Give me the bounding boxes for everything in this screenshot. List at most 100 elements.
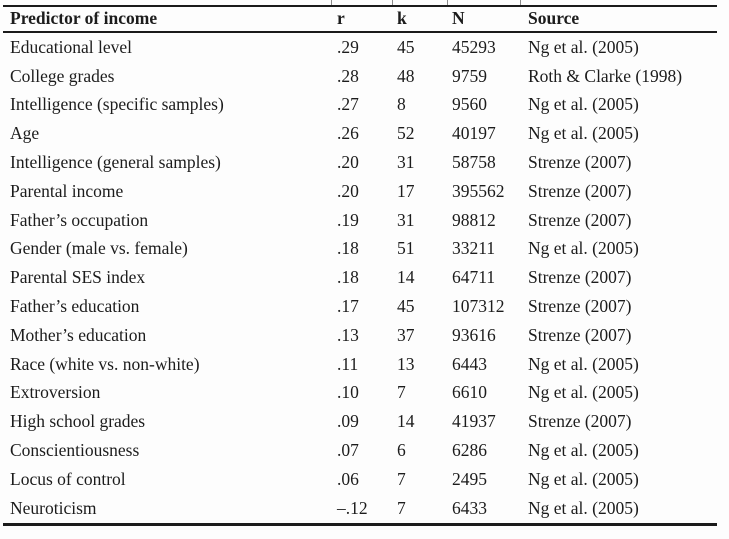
header-n: N — [452, 5, 528, 33]
cell-predictor: Gender (male vs. female) — [10, 238, 188, 259]
cell-n: 6286 — [452, 439, 487, 460]
cell-r: –.12 — [337, 497, 368, 518]
cell-predictor: Intelligence (general samples) — [10, 151, 221, 172]
table-row: Age .26 52 40197 Ng et al. (2005) — [3, 119, 717, 148]
cell-n: 6610 — [452, 382, 487, 403]
cell-k: 51 — [397, 238, 415, 259]
cell-r: .20 — [337, 180, 359, 201]
cell-source: Strenze (2007) — [528, 209, 632, 230]
cell-n: 64711 — [452, 267, 496, 288]
cell-predictor: Locus of control — [10, 468, 126, 489]
cell-k: 6 — [397, 439, 406, 460]
cell-r: .19 — [337, 209, 359, 230]
cell-r: .06 — [337, 468, 359, 489]
cell-n: 2495 — [452, 468, 487, 489]
table-row: Conscientiousness .07 6 6286 Ng et al. (2005… — [3, 436, 717, 465]
cell-predictor: College grades — [10, 65, 115, 86]
cell-source: Strenze (2007) — [528, 267, 632, 288]
cell-n: 40197 — [452, 123, 496, 144]
income-predictors-table: Predictor of income r k N Source Educati… — [3, 5, 717, 526]
cell-r: .20 — [337, 151, 359, 172]
cell-source: Strenze (2007) — [528, 295, 632, 316]
cell-source: Ng et al. (2005) — [528, 497, 639, 518]
cell-k: 13 — [397, 353, 415, 374]
cell-n: 6433 — [452, 497, 487, 518]
cell-source: Ng et al. (2005) — [528, 123, 639, 144]
cell-n: 6443 — [452, 353, 487, 374]
cell-source: Ng et al. (2005) — [528, 36, 639, 57]
cell-k: 31 — [397, 151, 415, 172]
cell-r: .17 — [337, 295, 359, 316]
cell-r: .11 — [337, 353, 359, 374]
table-row: Race (white vs. non-white) .11 13 6443 Ng et… — [3, 350, 717, 379]
scan-artifact-tick — [520, 0, 521, 5]
cell-r: .09 — [337, 411, 359, 432]
cell-source: Strenze (2007) — [528, 151, 632, 172]
table-row: Father’s occupation .19 31 98812 Strenze (20… — [3, 206, 717, 235]
cell-n: 45293 — [452, 36, 496, 57]
cell-k: 37 — [397, 324, 415, 345]
table-header: Predictor of income r k N Source — [3, 5, 717, 33]
cell-r: .10 — [337, 382, 359, 403]
cell-k: 7 — [397, 468, 406, 489]
cell-n: 33211 — [452, 238, 496, 259]
scan-artifact-tick — [392, 0, 393, 5]
cell-r: .29 — [337, 36, 359, 57]
cell-k: 7 — [397, 382, 406, 403]
table-row: Locus of control .06 7 2495 Ng et al. (2005) — [3, 465, 717, 494]
scan-artifact-tick — [447, 0, 448, 5]
cell-r: .18 — [337, 267, 359, 288]
table-row: College grades .28 48 9759 Roth & Clarke (19… — [3, 62, 717, 91]
cell-source: Strenze (2007) — [528, 324, 632, 345]
cell-source: Ng et al. (2005) — [528, 468, 639, 489]
cell-k: 52 — [397, 123, 415, 144]
cell-source: Ng et al. (2005) — [528, 353, 639, 374]
cell-source: Ng et al. (2005) — [528, 439, 639, 460]
cell-k: 48 — [397, 65, 415, 86]
table-row: Mother’s education .13 37 93616 Strenze (200… — [3, 321, 717, 350]
cell-predictor: High school grades — [10, 411, 146, 432]
cell-n: 395562 — [452, 180, 505, 201]
cell-predictor: Parental SES index — [10, 267, 146, 288]
cell-r: .27 — [337, 94, 359, 115]
cell-n: 58758 — [452, 151, 496, 172]
table-row: Gender (male vs. female) .18 51 33211 Ng et … — [3, 235, 717, 264]
cell-r: .07 — [337, 439, 359, 460]
cell-r: .26 — [337, 123, 359, 144]
header-row: Predictor of income r k N Source — [3, 5, 717, 33]
cell-r: .28 — [337, 65, 359, 86]
header-predictor-of-income: Predictor of income — [3, 5, 337, 33]
cell-predictor: Race (white vs. non-white) — [10, 353, 200, 374]
cell-k: 8 — [397, 94, 406, 115]
cell-predictor: Mother’s education — [10, 324, 147, 345]
cell-source: Strenze (2007) — [528, 411, 632, 432]
cell-source: Ng et al. (2005) — [528, 382, 639, 403]
cell-predictor: Neuroticism — [10, 497, 97, 518]
cell-n: 93616 — [452, 324, 496, 345]
scan-artifact-tick — [331, 0, 332, 5]
cell-k: 7 — [397, 497, 406, 518]
table-row: Intelligence (general samples) .20 31 58758… — [3, 148, 717, 177]
cell-k: 14 — [397, 411, 415, 432]
header-source: Source — [528, 5, 717, 33]
cell-k: 31 — [397, 209, 415, 230]
table-row: Parental SES index .18 14 64711 Strenze (200… — [3, 263, 717, 292]
cell-predictor: Age — [10, 123, 40, 144]
cell-k: 45 — [397, 295, 415, 316]
cell-predictor: Extroversion — [10, 382, 101, 403]
table-row: Educational level .29 45 45293 Ng et al. (20… — [3, 32, 717, 62]
cell-predictor: Educational level — [10, 36, 132, 57]
cell-r: .13 — [337, 324, 359, 345]
header-r: r — [337, 5, 397, 33]
cell-source: Roth & Clarke (1998) — [528, 65, 683, 86]
cell-n: 41937 — [452, 411, 496, 432]
table-body: Educational level .29 45 45293 Ng et al. (20… — [3, 32, 717, 524]
table-row: Parental income .20 17 395562 Strenze (2007) — [3, 177, 717, 206]
cell-r: .18 — [337, 238, 359, 259]
cell-source: Ng et al. (2005) — [528, 238, 639, 259]
cell-n: 9560 — [452, 94, 487, 115]
table-row: Neuroticism –.12 7 6433 Ng et al. (2005) — [3, 494, 717, 524]
cell-predictor: Parental income — [10, 180, 124, 201]
cell-predictor: Father’s occupation — [10, 209, 149, 230]
